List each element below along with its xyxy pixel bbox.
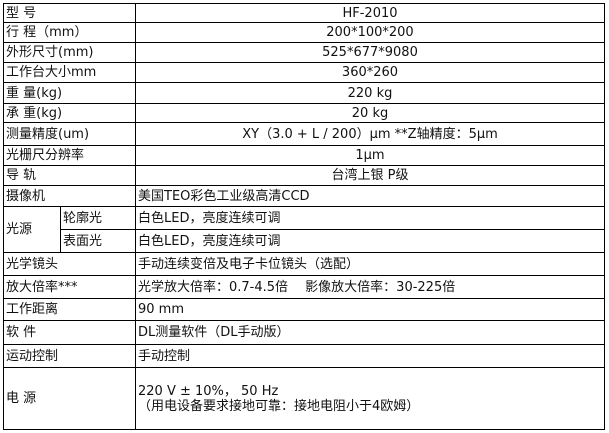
spec-row: 型 号 HF-2010 [3,3,605,23]
spec-value: 20 kg [135,103,605,123]
spec-row: 测量精度(um) XY（3.0 + L / 200）μm **Z轴精度：5μm [3,122,605,146]
spec-value: 台湾上银 P级 [135,165,605,186]
spec-table: 型 号 HF-2010 行 程（mm） 200*100*200 外形尺寸(mm) 525*… [3,3,605,430]
spec-value: DL测量软件（DL手动版） [135,320,605,345]
spec-row: 摄像机 美国TEO彩色工业级高清CCD [3,185,605,207]
spec-row: 承 重(kg) 20 kg [3,103,605,123]
spec-label: 重 量(kg) [3,82,136,104]
spec-row-light: 表面光 白色LED，亮度连续可调 [4,229,605,253]
spec-label: 工作台大小mm [3,62,136,83]
spec-row-power: 电 源 220 V ± 10%， 50 Hz （用电设备要求接地可靠：接地电阻小于4… [3,367,605,430]
spec-value: HF-2010 [135,3,605,23]
spec-row: 重 量(kg) 220 kg [3,82,605,104]
spec-value: 手动连续变倍及电子卡位镜头（选配） [135,252,605,276]
power-value: 220 V ± 10%， 50 Hz （用电设备要求接地可靠：接地电阻小于4欧姆） [135,367,605,430]
spec-value: 220 kg [135,82,605,104]
spec-row: 行 程（mm） 200*100*200 [3,22,605,43]
spec-label: 导 轨 [3,165,136,186]
power-line-1: 220 V ± 10%， 50 Hz [138,383,279,399]
spec-label: 测量精度(um) [3,122,136,146]
spec-value: 525*677*9080 [135,42,605,63]
spec-label: 外形尺寸(mm) [3,42,136,63]
spec-label: 运动控制 [3,344,136,368]
spec-row: 放大倍率*** 光学放大倍率：0.7-4.5倍 影像放大倍率：30-225倍 [3,275,605,299]
spec-label: 型 号 [3,3,136,23]
spec-value: 90 mm [135,298,605,321]
spec-value: 白色LED，亮度连续可调 [135,229,605,253]
spec-label: 光学镜头 [3,252,136,276]
spec-row-light: 光源 轮廓光 白色LED，亮度连续可调 [3,206,605,253]
spec-row: 软 件 DL测量软件（DL手动版） [3,320,605,345]
power-line-2: （用电设备要求接地可靠：接地电阻小于4欧姆） [138,398,420,414]
spec-row: 工作台大小mm 360*260 [3,62,605,83]
spec-label: 光栅尺分辨率 [3,145,136,166]
light-source-label: 光源 [3,206,61,253]
light-source-sub-label: 表面光 [60,229,136,253]
spec-value: 360*260 [135,62,605,83]
spec-label: 放大倍率*** [3,275,136,299]
spec-value: 光学放大倍率：0.7-4.5倍 影像放大倍率：30-225倍 [135,275,605,299]
spec-value: 手动控制 [135,344,605,368]
spec-label: 摄像机 [3,185,136,207]
spec-row: 外形尺寸(mm) 525*677*9080 [3,42,605,63]
spec-value: 白色LED，亮度连续可调 [135,206,605,230]
spec-value: 1μm [135,145,605,166]
spec-label: 软 件 [3,320,136,345]
spec-row: 导 轨台湾上银 P级 [3,165,605,186]
spec-value: 200*100*200 [135,22,605,43]
spec-row: 工作距离 90 mm [3,298,605,321]
spec-row: 光栅尺分辨率 1μm [3,145,605,166]
light-source-sub-label: 轮廓光 [60,206,136,230]
spec-label: 电 源 [3,367,136,430]
spec-row: 运动控制 手动控制 [3,344,605,368]
spec-label: 工作距离 [3,298,136,321]
spec-label: 行 程（mm） [3,22,136,43]
spec-value: 美国TEO彩色工业级高清CCD [135,185,605,207]
spec-label: 承 重(kg) [3,103,136,123]
spec-value: XY（3.0 + L / 200）μm **Z轴精度：5μm [135,122,605,146]
spec-row: 光学镜头 手动连续变倍及电子卡位镜头（选配） [3,252,605,276]
